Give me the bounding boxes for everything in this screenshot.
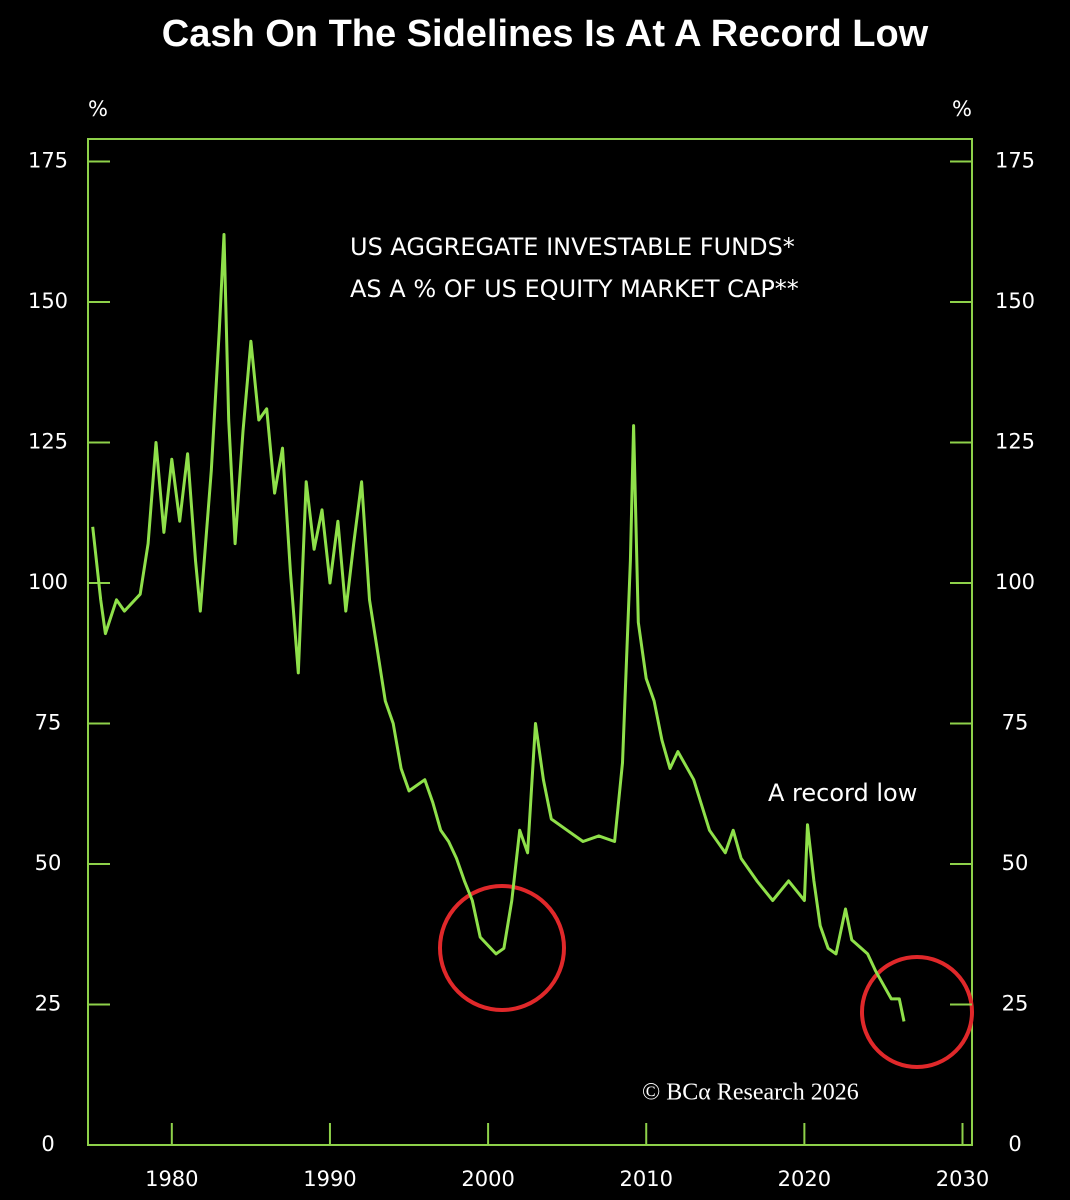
x-tick-label: 2020: [778, 1167, 831, 1191]
y-tick-label: 175: [28, 148, 68, 172]
x-tick-label: 2010: [620, 1167, 673, 1191]
annotation: © BCα Research 2026: [642, 1080, 859, 1106]
y-tick-label: 75: [35, 710, 62, 734]
y-tick-label: 100: [28, 570, 68, 594]
y2-tick-label: 150: [995, 289, 1035, 313]
y-tick-label: 50: [35, 851, 62, 875]
y-tick-label: 125: [28, 429, 68, 453]
x-tick-label: 2000: [461, 1167, 514, 1191]
highlight-circle: [438, 884, 566, 1012]
x-tick-label: 1980: [145, 1167, 198, 1191]
y-tick-label: 0: [41, 1132, 54, 1156]
y2-tick-label: 125: [995, 429, 1035, 453]
y-unit: %: [88, 97, 108, 121]
x-tick-label: 1990: [303, 1167, 356, 1191]
y-tick-label: 150: [28, 289, 68, 313]
annotation: A record low: [768, 779, 917, 807]
y2-tick-label: 0: [1008, 1132, 1021, 1156]
annotation: AS A % OF US EQUITY MARKET CAP**: [350, 275, 799, 303]
y2-tick-label: 25: [1002, 991, 1029, 1015]
y2-tick-label: 75: [1002, 710, 1029, 734]
y2-unit: %: [952, 97, 972, 121]
annotation: US AGGREGATE INVESTABLE FUNDS*: [350, 233, 795, 261]
plot-frame: [87, 138, 973, 1146]
y2-tick-label: 50: [1002, 851, 1029, 875]
x-tick-label: 2030: [936, 1167, 989, 1191]
y2-tick-label: 100: [995, 570, 1035, 594]
highlight-circle: [860, 955, 974, 1069]
chart-title: Cash On The Sidelines Is At A Record Low: [162, 13, 929, 55]
y2-tick-label: 175: [995, 148, 1035, 172]
data-line: [91, 233, 906, 1022]
y-tick-label: 25: [35, 991, 62, 1015]
